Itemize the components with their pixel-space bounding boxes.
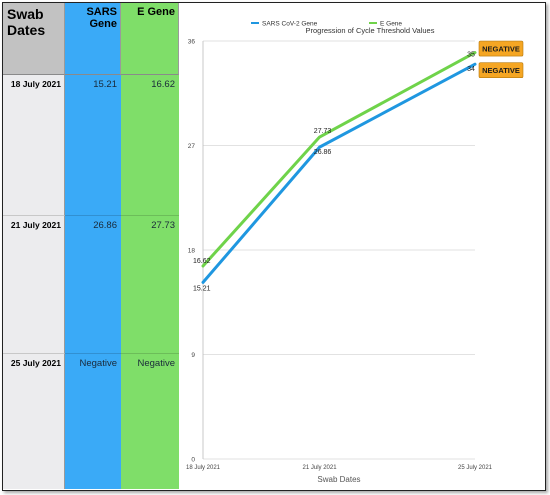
row-1-e-value: 16.62 bbox=[121, 75, 179, 216]
data-label: 26.86 bbox=[314, 149, 332, 156]
y-tick-label: 0 bbox=[191, 457, 195, 464]
ct-values-table: Swab Dates SARS Gene E Gene 18 July 2021… bbox=[3, 3, 179, 489]
legend-label: E Gene bbox=[380, 21, 402, 28]
header-swab-dates: Swab Dates bbox=[3, 3, 65, 75]
header-e-gene: E Gene bbox=[121, 3, 179, 75]
data-label: 34 bbox=[467, 66, 475, 73]
row-3-sars-value: Negative bbox=[79, 358, 118, 369]
y-tick-label: 27 bbox=[188, 143, 196, 150]
data-label: 15.21 bbox=[193, 285, 211, 292]
negative-badge bbox=[478, 62, 524, 79]
negative-badge bbox=[478, 40, 524, 57]
e-gene-column bbox=[121, 3, 179, 489]
row-1-sars-value: 15.21 bbox=[65, 75, 121, 216]
chart-svg: 0 9 18 27 36 18 July 2021 21 July 2021 25 July … bbox=[186, 21, 524, 484]
screenshot-frame: Swab Dates SARS Gene E Gene 18 July 2021… bbox=[2, 2, 546, 491]
x-axis-title: Swab Dates bbox=[317, 475, 360, 484]
legend-label: SARS CoV-2 Gene bbox=[262, 21, 318, 28]
row-3-date: 25 July 2021 bbox=[3, 354, 65, 489]
y-tick-label: 18 bbox=[188, 248, 196, 255]
x-tick-label: 21 July 2021 bbox=[303, 465, 338, 471]
y-tick-label: 36 bbox=[188, 39, 196, 46]
negative-badge-text: NEGATIVE bbox=[482, 45, 520, 54]
data-label: 35 bbox=[467, 52, 475, 59]
header-sars-gene: SARS Gene bbox=[65, 3, 121, 75]
row-2-date: 21 July 2021 bbox=[3, 216, 65, 354]
y-tick-label: 9 bbox=[191, 352, 195, 359]
x-tick-label: 18 July 2021 bbox=[186, 465, 221, 471]
row-1-date: 18 July 2021 bbox=[3, 75, 65, 216]
data-label: 27.73 bbox=[314, 128, 332, 135]
row-2-e-value: 27.73 bbox=[121, 216, 179, 354]
series-line-sars-cov-2-gene bbox=[201, 62, 477, 284]
row-2-sars-value: 26.86 bbox=[65, 216, 121, 354]
chart-title: Progression of Cycle Threshold Values bbox=[306, 26, 435, 35]
data-label: 16.62 bbox=[193, 258, 211, 265]
sars-gene-column bbox=[65, 3, 121, 489]
ct-line-chart: 0 9 18 27 36 18 July 2021 21 July 2021 25 July … bbox=[179, 3, 547, 489]
series-line-e-gene bbox=[201, 51, 477, 268]
negative-badge-text: NEGATIVE bbox=[482, 66, 520, 75]
row-3-e-value: Negative bbox=[137, 358, 176, 369]
x-tick-label: 25 July 2021 bbox=[458, 465, 493, 471]
